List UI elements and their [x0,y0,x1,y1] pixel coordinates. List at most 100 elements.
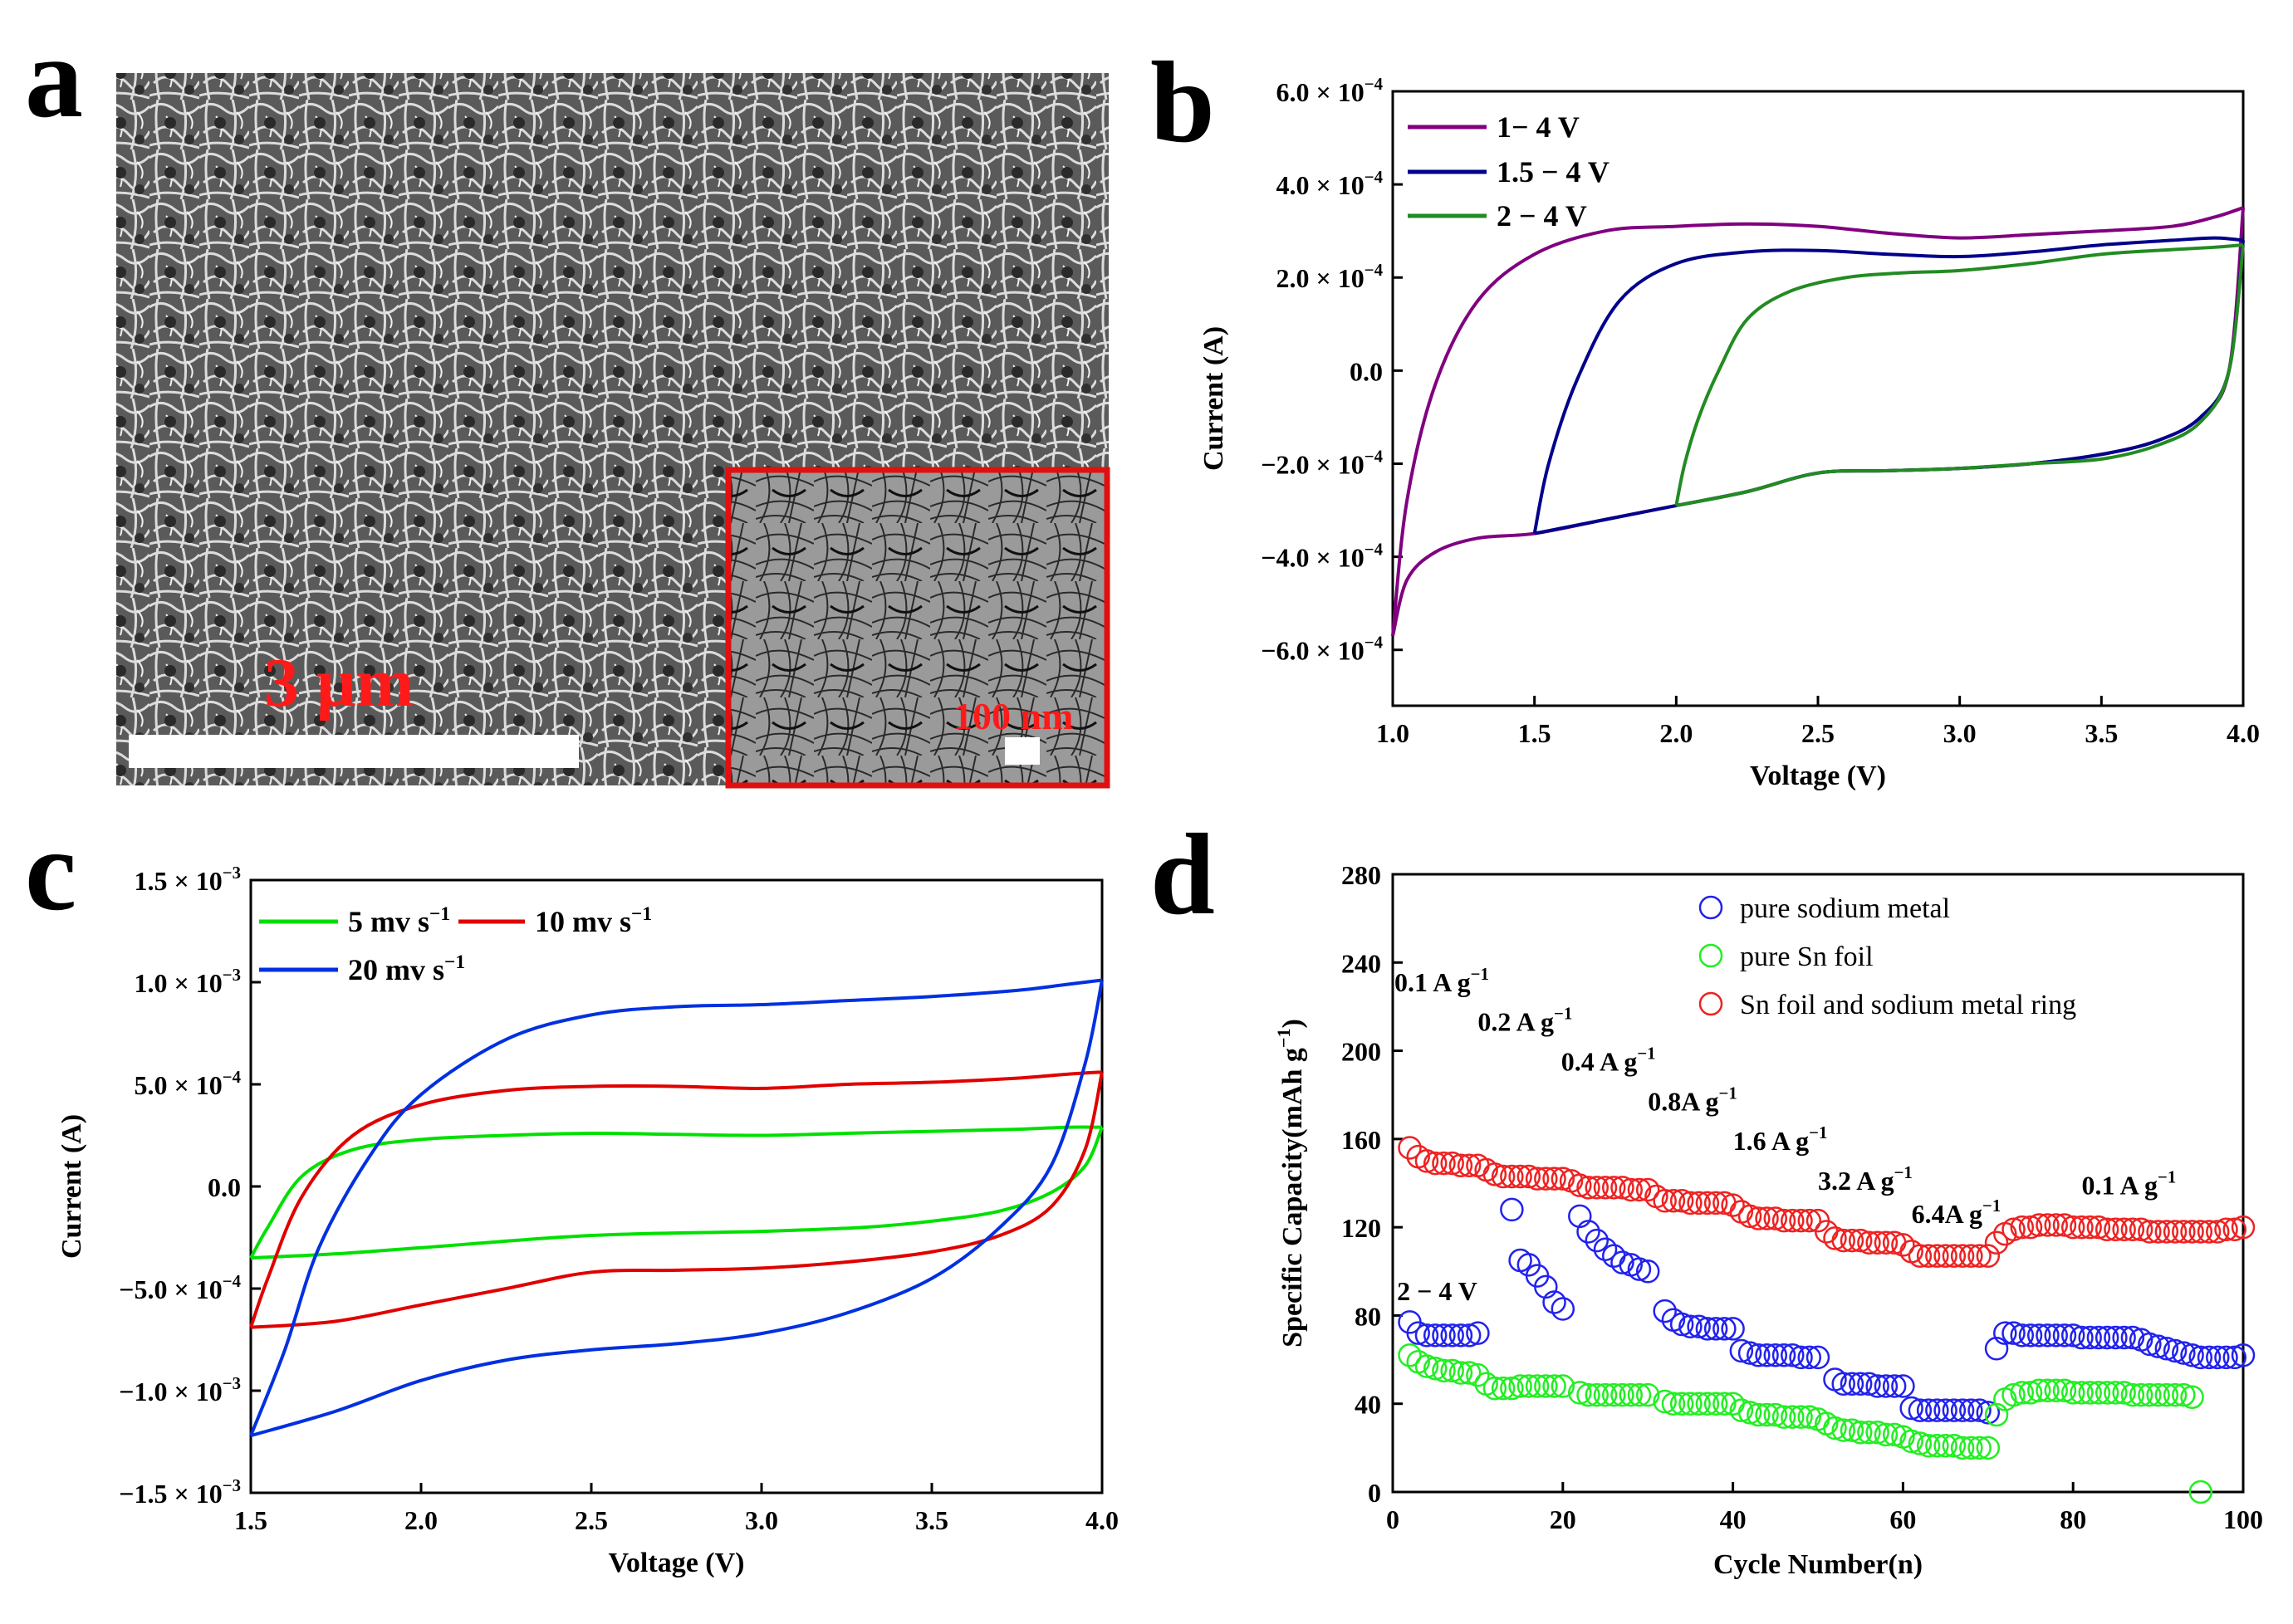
data-point [1568,1381,1592,1405]
data-point [2052,1213,2077,1237]
data-point [1950,1244,1975,1268]
y-tick-label: −1.0 × 10−3 [119,1374,241,1406]
chart-c: 1.5 2.0 2.5 3.0 3.5 4.0 1.5 × 10−3 1.0 × 10−3 5.… [56,863,1119,1578]
data-point [1916,1244,1941,1268]
legend-label: 2 − 4 V [1497,199,1587,232]
legend-label: 1− 4 V [1497,110,1580,144]
y-axis-title: Current (A) [56,1114,87,1259]
data-point [1976,1244,2001,1268]
data-point [1984,1230,2009,1255]
data-point [2188,1345,2213,1370]
data-point [2197,1220,2222,1244]
data-point [1525,1374,1550,1398]
data-point [2104,1381,2128,1405]
series-curve-lower [250,1126,1104,1260]
x-tick-label: 100 [2223,1504,2263,1534]
data-point [1908,1244,1933,1268]
data-point [2206,1345,2230,1370]
data-point [1755,1402,1779,1427]
y-tick-label: 40 [1355,1390,1381,1420]
chart-d: 0 20 40 60 80 100 0 40 80 120 160 200 240 280 Cycle Nu… [1273,860,2263,1580]
data-point [1500,1164,1524,1189]
y-tick-label: 2.0 × 10−4 [1276,261,1384,293]
series-curve-lower [1391,207,2245,637]
legend-marker [1698,991,1723,1016]
data-point [1678,1314,1703,1338]
rate-annotation: 0.8A g−1 [1648,1083,1737,1116]
data-point [1542,1167,1566,1191]
data-point [1967,1244,1992,1268]
data-point [1797,1345,1822,1370]
data-point [1797,1405,1822,1429]
data-point [1805,1345,1830,1370]
data-point [1771,1343,1796,1367]
data-point [1423,1323,1448,1348]
data-point [2060,1323,2085,1348]
data-point [1976,1436,2001,1460]
data-point [1857,1230,1881,1255]
data-point [2172,1220,2196,1244]
data-point [1781,1208,1805,1233]
data-point [1882,1374,1907,1398]
panel-letter-d: d [1150,810,1215,939]
data-point [2018,1381,2043,1405]
y-tick-label: 0.0 [1350,356,1383,386]
data-point [1712,1392,1737,1416]
data-point [1432,1358,1456,1383]
data-point [1653,1189,1677,1213]
data-point [2231,1215,2256,1240]
data-point [1747,1402,1771,1427]
data-point [2214,1345,2238,1370]
data-point [2070,1381,2094,1405]
data-point [2188,1220,2213,1244]
data-point [2018,1323,2043,1348]
data-point [1984,1337,2009,1361]
legend-marker [1698,943,1723,968]
rate-annotation: 0.1 A g−1 [1394,965,1489,997]
data-point [2001,1321,2026,1345]
data-point [1789,1208,1813,1233]
data-point [1925,1398,1949,1422]
data-point [1593,1237,1618,1261]
data-point [2197,1345,2222,1370]
data-point [1874,1230,1899,1255]
data-point [2026,1213,2051,1237]
data-point [1653,1389,1677,1414]
data-point [1865,1374,1889,1398]
data-point [2129,1382,2153,1407]
data-point [1406,1321,1430,1345]
data-point [1976,1401,2001,1425]
data-point [1508,1374,1532,1398]
x-tick-label: 80 [2060,1504,2086,1534]
tem-inset [725,467,1110,789]
data-point [1703,1191,1728,1216]
data-point [2154,1220,2179,1244]
data-point [2172,1382,2196,1407]
data-point [1942,1398,1967,1422]
data-point [1576,1220,1600,1244]
tem-scale-label: 100 nm [953,695,1073,737]
data-point [1635,1177,1660,1202]
data-point [2036,1378,2060,1403]
data-point [1619,1382,1643,1407]
data-point [1840,1372,1864,1397]
data-point [1747,1343,1771,1367]
data-point [2180,1220,2204,1244]
data-point [1840,1228,1864,1253]
data-point [2120,1382,2145,1407]
data-point [1959,1436,1983,1460]
data-point [1508,1164,1532,1189]
data-point [1899,1429,1923,1454]
data-point [2026,1323,2051,1348]
y-tick-label: −5.0 × 10−4 [119,1272,241,1304]
data-point [1448,1153,1473,1177]
data-point [1950,1436,1975,1460]
data-point [1669,1312,1694,1337]
data-point [1771,1208,1796,1233]
x-axis-title: Cycle Number(n) [1713,1549,1923,1580]
data-point [1737,1401,1762,1425]
data-point [1398,1136,1422,1160]
x-tick-label: 3.5 [915,1505,948,1535]
data-point [1610,1382,1634,1407]
data-point [1457,1153,1482,1177]
